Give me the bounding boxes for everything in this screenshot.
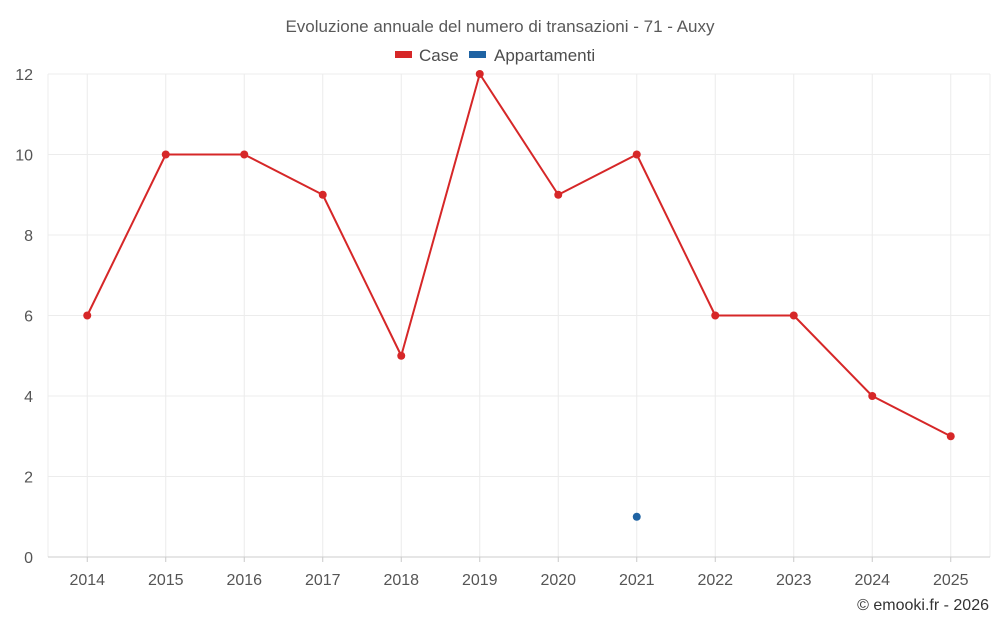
legend-label-appartamenti: Appartamenti <box>494 46 595 65</box>
data-point-case-2019[interactable] <box>475 70 484 78</box>
legend-label-case: Case <box>419 46 459 65</box>
series-case <box>83 70 955 441</box>
x-tick-label: 2024 <box>854 572 890 589</box>
data-point-appartamenti-2021[interactable] <box>632 512 641 521</box>
data-point-case-2016[interactable] <box>240 150 249 159</box>
legend-swatch-appartamenti <box>469 51 486 58</box>
data-point-case-2023[interactable] <box>789 311 798 320</box>
x-tick-label: 2016 <box>226 572 262 589</box>
y-tick-label: 10 <box>15 148 33 165</box>
y-tick-label: 8 <box>24 228 33 245</box>
x-tick-label: 2022 <box>697 572 733 589</box>
data-point-case-2024[interactable] <box>868 392 877 400</box>
credit-text: © emooki.fr - 2026 <box>857 597 989 614</box>
series-line-case <box>86 73 952 438</box>
data-point-case-2020[interactable] <box>554 190 563 199</box>
series-appartamenti <box>632 512 641 521</box>
x-tick-label: 2018 <box>383 572 419 589</box>
data-point-case-2014[interactable] <box>83 311 92 320</box>
series <box>83 70 955 521</box>
y-tick-label: 6 <box>24 309 33 326</box>
data-point-case-2022[interactable] <box>711 311 720 320</box>
data-point-case-2015[interactable] <box>161 150 170 159</box>
legend-item-case[interactable]: Case <box>395 46 459 65</box>
y-tick-label: 12 <box>15 67 33 84</box>
legend-item-appartamenti[interactable]: Appartamenti <box>469 46 595 65</box>
x-tick-label: 2019 <box>462 572 498 589</box>
x-tick-label: 2025 <box>933 572 969 589</box>
axes: 0 2 4 6 8 10 12 2014 2015 2016 2017 2018 2019 2020 202… <box>15 67 990 589</box>
data-point-case-2025[interactable] <box>946 432 955 441</box>
grid <box>47 73 991 557</box>
y-tick-label: 2 <box>24 470 33 487</box>
y-tick-label: 0 <box>24 550 33 567</box>
x-tick-label: 2021 <box>619 572 655 589</box>
data-point-case-2017[interactable] <box>318 190 327 199</box>
legend-swatch-case <box>395 51 412 58</box>
x-tick-label: 2015 <box>148 572 184 589</box>
data-point-case-2021[interactable] <box>632 150 641 159</box>
x-tick-label: 2023 <box>776 572 812 589</box>
x-tick-label: 2017 <box>305 572 341 589</box>
y-tick-label: 4 <box>24 389 33 406</box>
chart-title: Evoluzione annuale del numero di transaz… <box>285 17 715 36</box>
legend: Case Appartamenti <box>395 46 595 65</box>
data-point-case-2018[interactable] <box>397 351 406 360</box>
x-tick-label: 2014 <box>69 572 105 589</box>
x-tick-label: 2020 <box>540 572 576 589</box>
